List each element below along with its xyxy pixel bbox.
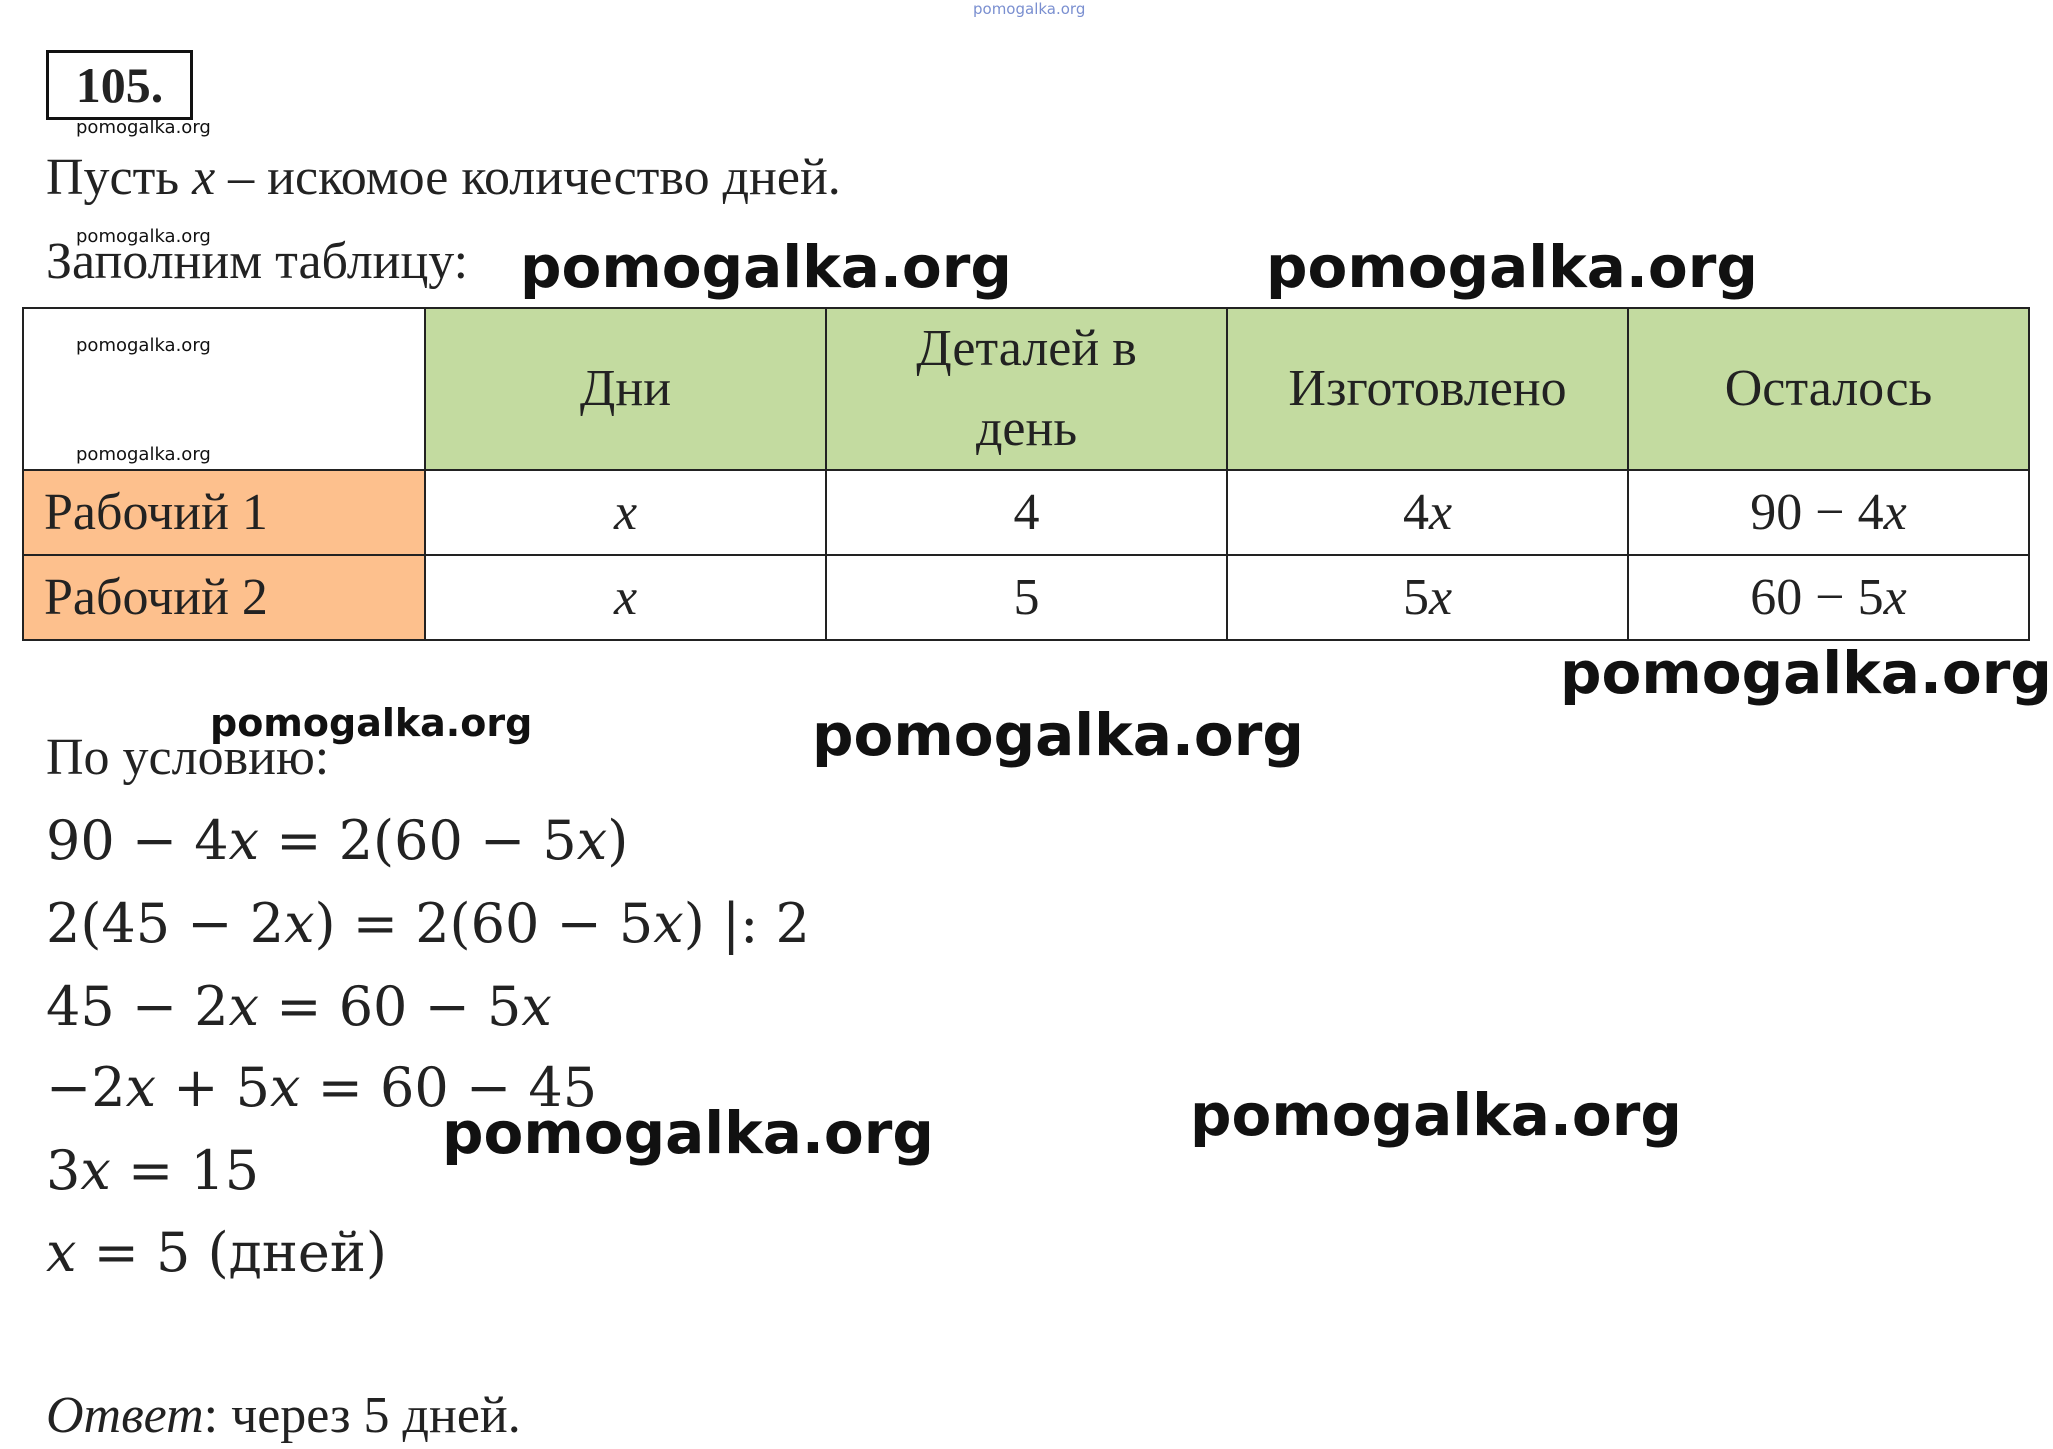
watermark: pomogalka.org (812, 701, 1304, 769)
watermark: pomogalka.org (442, 1099, 934, 1167)
table: Дни Деталей в день Изготовлено Осталось … (22, 307, 2030, 641)
watermark: pomogalka.org (520, 233, 1012, 301)
watermark: pomogalka.org (76, 335, 211, 356)
equation: −2x + 5x = 60 − 45 (46, 1056, 598, 1119)
watermark: pomogalka.org (76, 226, 211, 247)
intro-line: Заполним таблицу: (46, 233, 469, 290)
equation: 90 − 4x = 2(60 − 5x) (46, 809, 629, 872)
condition: По условию: (46, 729, 330, 786)
watermark: pomogalka.org (210, 701, 533, 745)
cell: 5x (1226, 554, 1629, 641)
equation: 45 − 2x = 60 − 5x (46, 975, 552, 1038)
cell: 90 − 4x (1627, 469, 2030, 556)
cell: 4 (825, 469, 1228, 556)
cell: x (424, 554, 827, 641)
equation: 3x = 15 (46, 1139, 260, 1202)
watermark: pomogalka.org (1190, 1081, 1682, 1149)
watermark: pomogalka.org (76, 117, 211, 138)
equation: x = 5 (дней) (46, 1221, 387, 1284)
watermark: pomogalka.org (1266, 233, 1758, 301)
cell: x (424, 469, 827, 556)
equation: 2(45 − 2x) = 2(60 − 5x) |: 2 (46, 892, 810, 955)
header-cell: Деталей в день (825, 307, 1228, 471)
header-cell: Осталось (1627, 307, 2030, 471)
header-cell: Изготовлено (1226, 307, 1629, 471)
cell: 60 − 5x (1627, 554, 2030, 641)
header-cell: Дни (424, 307, 827, 471)
answer-label: Ответ (46, 1387, 204, 1444)
row-header: Рабочий 2 (22, 554, 426, 641)
answer: Ответ: через 5 дней. (46, 1390, 521, 1442)
header-cell (22, 307, 426, 471)
watermark: pomogalka.org (76, 444, 211, 465)
cell: 5 (825, 554, 1228, 641)
watermark: pomogalka.org (973, 0, 1086, 18)
problem-number: 105. (46, 50, 193, 120)
cell: 4x (1226, 469, 1629, 556)
row-header: Рабочий 1 (22, 469, 426, 556)
watermark: pomogalka.org (1560, 639, 2052, 707)
answer-text: : через 5 дней. (203, 1387, 521, 1444)
intro-line: Пусть x – искомое количество дней. (46, 149, 841, 206)
